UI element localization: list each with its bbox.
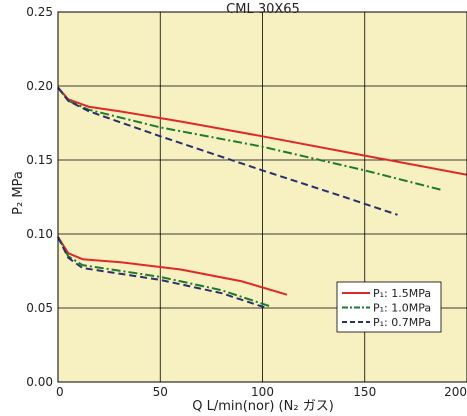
x-tick-label: 100 [251,385,274,399]
y-tick-label: 0.20 [26,79,53,93]
y-tick-label: 0.05 [26,301,53,315]
y-axis-label: P₂ MPa [11,171,26,215]
legend-label: P₁: 1.0MPa [373,302,431,315]
x-axis-label: Q L/min(nor) (N₂ ガス) [192,399,334,414]
series-line-upper-2 [57,86,398,216]
x-tick-label: 150 [353,385,376,399]
x-tick-label: 50 [153,385,168,399]
plot-frame [57,11,467,383]
chart-title: CML 30X65 [226,2,300,17]
y-tick-label: 0.15 [26,153,53,167]
series-line-lower-3 [57,236,288,296]
legend-label: P₁: 0.7MPa [373,316,431,329]
y-tick-label: 0.10 [26,227,53,241]
x-tick-label: 200 [444,385,467,399]
y-tick-label: 0.25 [26,5,53,19]
series-line-lower-5 [57,236,267,309]
series-line-lower-4 [57,236,272,308]
y-tick-label: 0.00 [26,375,53,389]
legend-label: P₁: 1.5MPa [373,287,431,300]
series-line-upper-0 [57,86,467,176]
x-tick-label: 0 [56,385,64,399]
